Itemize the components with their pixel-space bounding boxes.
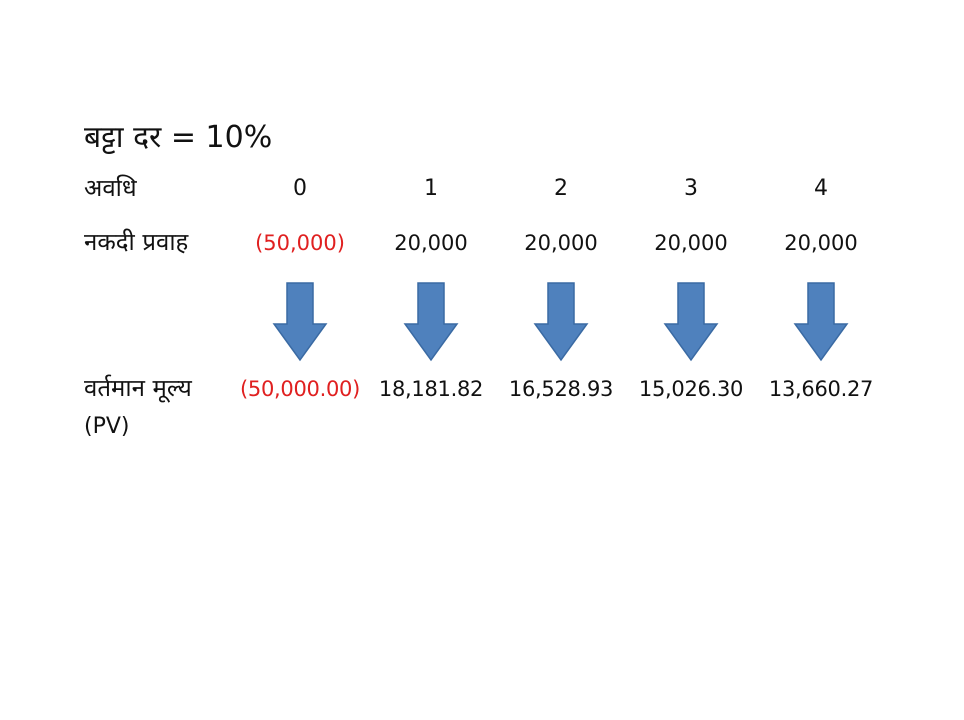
cash-flow-row-label: नकदी प्रवाह bbox=[84, 228, 189, 256]
present-value-cell: 16,528.93 bbox=[508, 377, 614, 401]
slide-title: बट्टा दर = 10% bbox=[84, 120, 273, 155]
cash-flow-cell: 20,000 bbox=[524, 231, 598, 255]
cash-flow-cell: 20,000 bbox=[654, 231, 728, 255]
period-cell: 2 bbox=[554, 176, 568, 201]
period-row-label: अवधि bbox=[84, 174, 137, 202]
present-value-cell: 18,181.82 bbox=[378, 377, 484, 401]
down-arrow-icon bbox=[403, 282, 459, 362]
present-value-cell: (50,000.00) bbox=[240, 377, 360, 401]
present-value-row-label: वर्तमान मूल्य bbox=[84, 374, 192, 402]
present-value-cell: 15,026.30 bbox=[638, 377, 744, 401]
down-arrow-icon bbox=[793, 282, 849, 362]
down-arrow-icon bbox=[272, 282, 328, 362]
period-cell: 0 bbox=[293, 176, 307, 201]
cash-flow-cell: (50,000) bbox=[255, 231, 345, 255]
period-cell: 1 bbox=[424, 176, 438, 201]
period-cell: 3 bbox=[684, 176, 698, 201]
cash-flow-cell: 20,000 bbox=[784, 231, 858, 255]
period-cell: 4 bbox=[814, 176, 828, 201]
down-arrow-icon bbox=[533, 282, 589, 362]
down-arrow-icon bbox=[663, 282, 719, 362]
present-value-abbr-label: (PV) bbox=[84, 414, 130, 439]
cash-flow-cell: 20,000 bbox=[394, 231, 468, 255]
present-value-cell: 13,660.27 bbox=[768, 377, 874, 401]
